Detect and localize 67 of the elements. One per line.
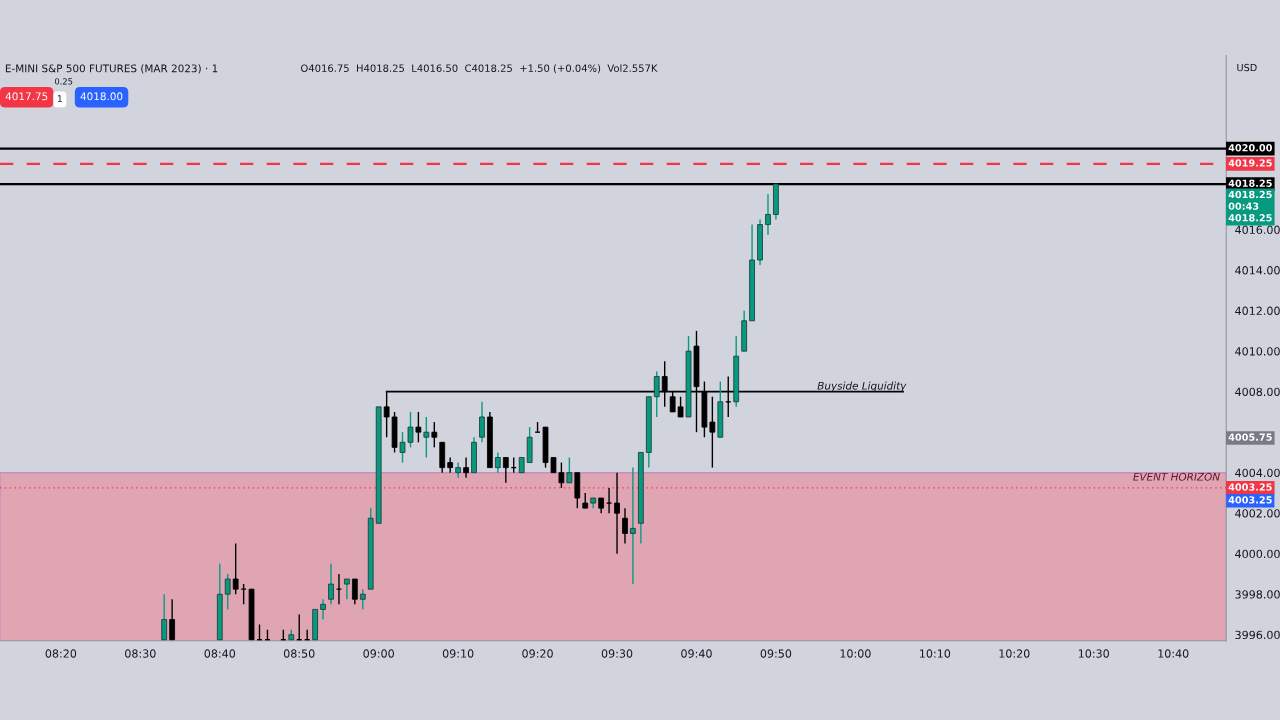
- text: E-MINI S&P 500 FUTURES (MAR 2023) · 1: [5, 64, 218, 74]
- text: O4016.75 H4018.25 L4016.50 C4018.25 +1.50 (+0.04%) Vol2.557K: [300, 64, 658, 74]
- candlestick: [447, 456, 454, 474]
- x-tick-label: 08:50: [283, 649, 315, 658]
- annotation: 4017.75: [5, 92, 48, 101]
- ref-line-label: 4018.25: [1228, 179, 1272, 187]
- x-tick-label: 09:40: [681, 649, 712, 658]
- candlestick: [765, 193, 771, 236]
- candlestick: [161, 593, 168, 641]
- x-tick-label: 08:20: [45, 649, 77, 658]
- candlestick: [328, 563, 334, 606]
- candlestick: [653, 370, 660, 418]
- candlestick: [359, 588, 366, 611]
- candlestick: [494, 451, 501, 474]
- text: USD: [1237, 63, 1257, 72]
- candlestick: [335, 573, 343, 606]
- candlestick: [224, 573, 231, 611]
- y-tick-label: 4000.00: [1235, 549, 1280, 559]
- x-tick-label: 09:20: [522, 649, 553, 658]
- ref-line-label: 4003.25: [1228, 483, 1272, 491]
- y-tick-label: 4010.00: [1235, 347, 1280, 356]
- text: 4018.25 00:43 4018.25: [1228, 190, 1272, 222]
- candlestick: [431, 421, 438, 449]
- candlestick: [566, 456, 573, 484]
- y-tick-label: 4012.00: [1235, 306, 1280, 316]
- y-tick-label: 3996.00: [1235, 630, 1280, 640]
- candlestick: [344, 578, 350, 600]
- x-tick-label: 08:30: [125, 649, 156, 658]
- x-tick-label: 09:10: [442, 649, 474, 658]
- y-tick-label: 4002.00: [1235, 509, 1280, 518]
- y-tick-label: 3998.00: [1235, 590, 1280, 599]
- x-tick-label: 09:30: [601, 649, 633, 658]
- candlestick: [169, 598, 176, 641]
- annotation: 0.25: [54, 78, 73, 85]
- annotation: 1: [57, 95, 62, 102]
- x-tick-label: 10:20: [999, 649, 1030, 658]
- x-tick-label: 09:50: [760, 649, 792, 658]
- candlestick: [622, 507, 628, 545]
- candlestick: [630, 466, 636, 585]
- candlestick: [232, 542, 239, 595]
- candlestick: [423, 416, 430, 459]
- x-tick-label: 08:40: [204, 649, 236, 658]
- candlestick: [502, 456, 509, 484]
- candlestick: [240, 583, 247, 606]
- candlestick: [614, 471, 620, 555]
- ref-line-label: 4020.00: [1228, 144, 1272, 152]
- band-label: EVENT HORIZON: [1133, 472, 1220, 481]
- y-tick-label: 4014.00: [1235, 266, 1280, 275]
- text: 4003.25: [1228, 496, 1272, 504]
- ref-line-label: 4019.25: [1228, 159, 1272, 167]
- candlestick: [415, 411, 422, 443]
- y-tick-label: 4004.00: [1235, 468, 1280, 478]
- x-tick-label: 09:00: [363, 649, 394, 658]
- candlestick: [479, 401, 485, 443]
- annotation: Buyside Liquidity: [817, 381, 907, 392]
- candlestick: [320, 598, 326, 621]
- x-tick-label: 10:10: [920, 649, 951, 658]
- y-tick-label: 4016.00: [1235, 225, 1280, 235]
- candlestick: [351, 578, 358, 606]
- annotation: 4018.00: [80, 92, 123, 101]
- text: 4005.75: [1228, 433, 1272, 441]
- x-tick-label: 10:40: [1158, 649, 1189, 658]
- x-tick-label: 10:00: [840, 649, 871, 658]
- y-tick-label: 4008.00: [1235, 387, 1280, 397]
- candlestick: [605, 487, 613, 514]
- candlestick: [463, 456, 469, 479]
- x-tick-label: 10:30: [1078, 649, 1109, 658]
